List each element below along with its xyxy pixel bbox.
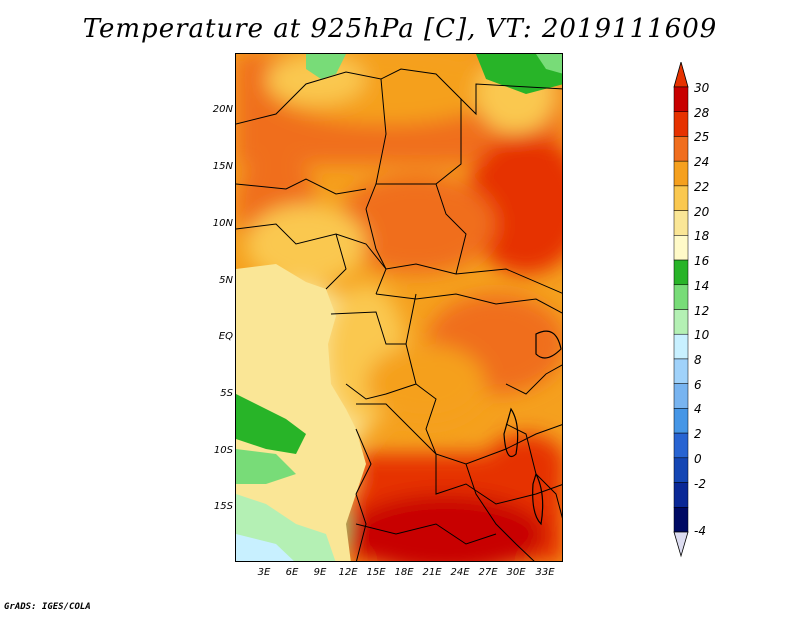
lon-label-21e: 21E <box>422 567 442 578</box>
colorbar-over-triangle <box>673 62 689 88</box>
lon-label-33e: 33E <box>535 567 555 578</box>
lon-label-27e: 27E <box>478 567 498 578</box>
lon-label-18e: 18E <box>394 567 414 578</box>
colorbar-box <box>673 86 689 112</box>
colorbar-tick-label: 6 <box>694 377 702 392</box>
lat-label-10n: 10N <box>212 218 233 229</box>
colorbar-tick-label: 16 <box>694 254 710 269</box>
colorbar-tick-label: 0 <box>694 451 702 466</box>
colorbar-tick-label: 4 <box>694 402 702 417</box>
colorbar-box <box>673 507 689 533</box>
colorbar-tick-label: -2 <box>694 476 706 491</box>
colorbar-box <box>673 309 689 335</box>
colorbar-tick-label: 20 <box>694 204 710 219</box>
lon-label-12e: 12E <box>338 567 358 578</box>
lon-label-30e: 30E <box>506 567 526 578</box>
colorbar-box <box>673 136 689 162</box>
lon-label-9e: 9E <box>313 567 327 578</box>
colorbar-box <box>673 210 689 236</box>
colorbar-tick-label: 25 <box>694 130 710 145</box>
colorbar-tick-label: 24 <box>694 155 710 170</box>
colorbar-box <box>673 111 689 137</box>
colorbar-box <box>673 457 689 483</box>
colorbar-box <box>673 408 689 434</box>
lat-label-20n: 20N <box>212 104 233 115</box>
lon-label-3e: 3E <box>257 567 271 578</box>
colorbar-box <box>673 383 689 409</box>
footer-credit: GrADS: IGES/COLA <box>4 602 91 612</box>
map-title: Temperature at 925hPa [C], VT: 201911160… <box>82 14 718 44</box>
lat-label-5n: 5N <box>219 275 233 286</box>
colorbar-tick-label: 2 <box>694 427 702 442</box>
colorbar-tick-label: 12 <box>694 303 710 318</box>
colorbar-tick-label: 8 <box>694 352 702 367</box>
lon-label-24e: 24E <box>450 567 470 578</box>
colorbar-box <box>673 235 689 261</box>
lon-label-6e: 6E <box>285 567 299 578</box>
colorbar-tick-label: -4 <box>694 524 706 538</box>
colorbar-tick-label: 30 <box>694 81 710 95</box>
colorbar-box <box>673 358 689 384</box>
colorbar-box <box>673 259 689 286</box>
lat-label-eq: EQ <box>218 331 233 342</box>
colorbar-tick-label: 28 <box>694 105 710 120</box>
colorbar-box <box>673 284 689 310</box>
colorbar-box <box>673 482 689 508</box>
colorbar-box <box>673 333 689 360</box>
colorbar-tick-label: 18 <box>694 229 710 244</box>
colorbar-box <box>673 185 689 211</box>
colorbar-tick-label: 22 <box>694 179 710 194</box>
lat-label-10s: 10S <box>213 445 233 456</box>
colorbar <box>673 62 689 558</box>
colorbar-tick-label: 10 <box>694 328 710 343</box>
lon-label-15e: 15E <box>366 567 386 578</box>
colorbar-under-triangle <box>673 531 689 558</box>
lat-label-15n: 15N <box>212 161 233 172</box>
lat-label-5s: 5S <box>220 388 233 399</box>
lat-label-15s: 15S <box>213 501 233 512</box>
colorbar-tick-label: 14 <box>694 278 710 293</box>
temperature-map <box>235 53 563 562</box>
colorbar-box <box>673 432 689 459</box>
colorbar-box <box>673 160 689 187</box>
